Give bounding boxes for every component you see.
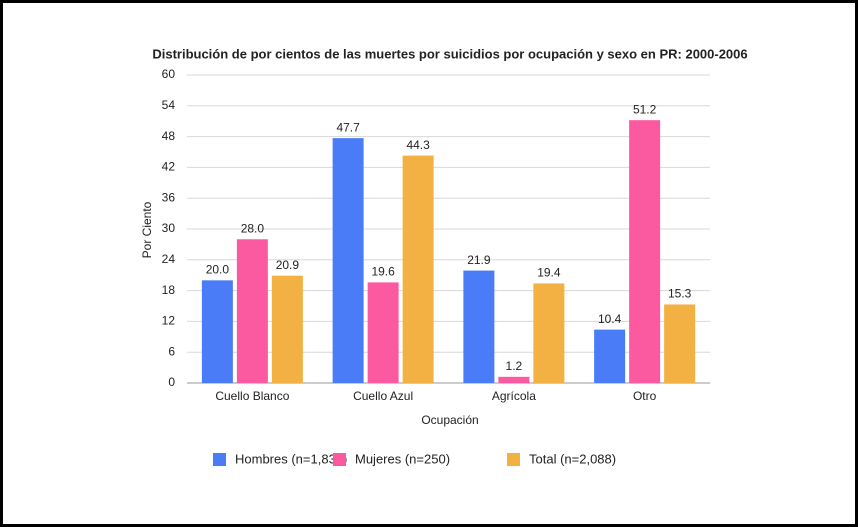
x-tick-label: Cuello Blanco <box>215 389 289 403</box>
y-tick-label: 24 <box>162 252 176 266</box>
bar <box>594 329 626 383</box>
legend-label: Total (n=2,088) <box>529 451 616 466</box>
y-tick-label: 48 <box>162 129 176 143</box>
bar <box>236 239 268 383</box>
legend-label: Mujeres (n=250) <box>355 451 450 466</box>
data-label: 1.2 <box>506 359 523 373</box>
y-tick-label: 18 <box>162 283 176 297</box>
data-label: 51.2 <box>633 102 657 116</box>
data-label: 19.4 <box>537 266 561 280</box>
bar <box>463 270 495 383</box>
data-label: 19.6 <box>371 265 395 279</box>
data-label: 20.9 <box>276 258 300 272</box>
data-label: 10.4 <box>598 312 622 326</box>
bar <box>367 282 399 383</box>
y-tick-label: 42 <box>162 160 176 174</box>
y-tick-label: 0 <box>168 375 175 389</box>
bar <box>402 155 434 383</box>
data-label: 47.7 <box>336 120 360 134</box>
legend-swatch <box>213 453 226 466</box>
data-label: 15.3 <box>668 287 692 301</box>
legend-label: Hombres (n=1,838) <box>235 451 347 466</box>
y-tick-label: 30 <box>162 221 176 235</box>
data-label: 44.3 <box>406 138 430 152</box>
bar <box>498 376 530 383</box>
x-tick-label: Cuello Azul <box>353 389 413 403</box>
x-tick-label: Otro <box>633 389 657 403</box>
bar <box>664 304 696 383</box>
bar <box>533 283 565 383</box>
bar <box>332 138 364 383</box>
y-tick-label: 12 <box>162 314 176 328</box>
data-label: 21.9 <box>467 253 491 267</box>
bar <box>201 280 233 383</box>
x-axis-label: Ocupación <box>421 413 478 427</box>
y-tick-label: 36 <box>162 190 176 204</box>
chart-title: Distribución de por cientos de las muert… <box>152 46 747 61</box>
y-tick-label: 54 <box>162 98 176 112</box>
x-tick-label: Agrícola <box>492 389 536 403</box>
data-label: 20.0 <box>206 263 230 277</box>
legend-swatch <box>507 453 520 466</box>
y-tick-label: 6 <box>168 344 175 358</box>
bar <box>271 275 303 383</box>
data-label: 28.0 <box>241 221 265 235</box>
y-axis-label: Por Ciento <box>140 201 154 258</box>
bar <box>629 120 661 383</box>
legend-swatch <box>333 453 346 466</box>
y-tick-label: 60 <box>162 67 176 81</box>
